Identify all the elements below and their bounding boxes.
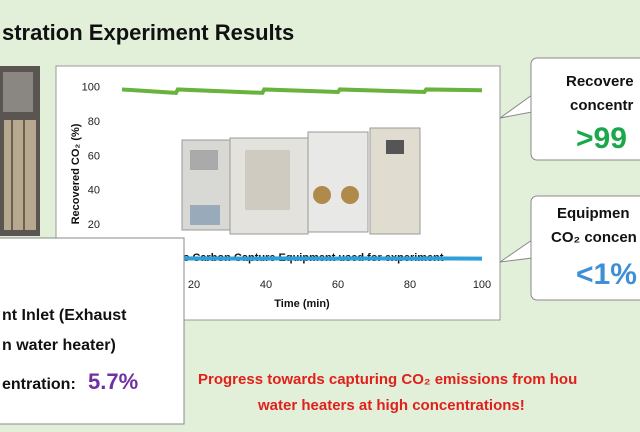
x-tick-label: 40: [260, 279, 272, 291]
equipment-image: [182, 128, 420, 234]
x-tick-label: 60: [332, 279, 344, 291]
y-tick-label: 80: [88, 116, 100, 128]
x-tick-label: 20: [188, 279, 200, 291]
callout-value: <1%: [576, 258, 637, 291]
callout-text: Equipmen: [557, 205, 630, 222]
message: Progress towards capturing CO₂ emissions…: [198, 371, 577, 388]
x-tick-label: 80: [404, 279, 416, 291]
inlet-label: entration:: [2, 376, 76, 393]
inlet-box: [0, 238, 184, 424]
callout-text: Recovere: [566, 73, 634, 90]
photo: [0, 66, 40, 236]
inlet-text: nt Inlet (Exhaust: [2, 307, 127, 324]
inlet-text: n water heater): [2, 337, 116, 354]
inlet-value: 5.7%: [88, 369, 138, 394]
callout-text: CO₂ concen: [551, 229, 637, 246]
callout-value: >99: [576, 122, 627, 155]
slide-title: stration Experiment Results: [2, 20, 294, 45]
callout-pointer: [500, 240, 532, 262]
callout-pointer: [500, 95, 532, 118]
x-axis-label: Time (min): [274, 298, 330, 310]
y-tick-label: 40: [88, 185, 100, 197]
x-tick-label: 100: [473, 279, 491, 291]
message: water heaters at high concentrations!: [257, 397, 525, 414]
callout-text: concentr: [570, 97, 634, 114]
y-tick-label: 20: [88, 219, 100, 231]
y-axis-label: Recovered CO₂ (%): [70, 123, 82, 224]
y-tick-label: 60: [88, 150, 100, 162]
y-tick-label: 100: [82, 82, 100, 94]
